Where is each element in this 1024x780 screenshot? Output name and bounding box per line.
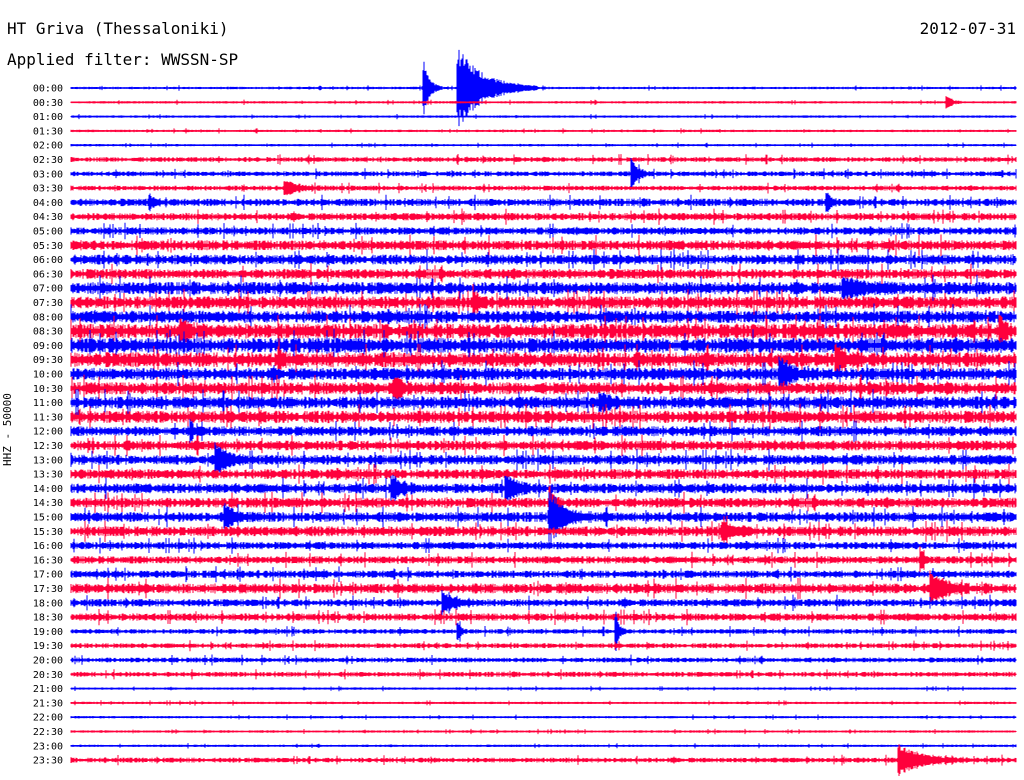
row-label: 08:00: [33, 312, 63, 323]
row-label: 10:00: [33, 370, 63, 381]
row-label: 17:00: [33, 570, 63, 581]
row-label: 07:00: [33, 284, 63, 295]
row-label: 06:00: [33, 255, 63, 266]
row-label: 08:30: [33, 327, 63, 338]
row-label: 07:30: [33, 298, 63, 309]
row-label: 20:30: [33, 670, 63, 681]
row-label: 11:30: [33, 412, 63, 423]
row-label: 16:00: [33, 541, 63, 552]
row-label: 12:30: [33, 441, 63, 452]
row-label: 02:00: [33, 141, 63, 152]
row-label: 13:00: [33, 455, 63, 466]
row-label: 20:00: [33, 656, 63, 667]
row-label: 14:00: [33, 484, 63, 495]
filter-label: Applied filter: WWSSN-SP: [7, 50, 239, 69]
row-label: 15:00: [33, 513, 63, 524]
row-label: 01:30: [33, 126, 63, 137]
row-label: 15:30: [33, 527, 63, 538]
row-label: 03:00: [33, 169, 63, 180]
row-label: 12:00: [33, 427, 63, 438]
row-label: 04:00: [33, 198, 63, 209]
row-label: 17:30: [33, 584, 63, 595]
row-label: 19:00: [33, 627, 63, 638]
row-label: 05:30: [33, 241, 63, 252]
row-label: 02:30: [33, 155, 63, 166]
row-label: 00:30: [33, 98, 63, 109]
row-label: 22:30: [33, 727, 63, 738]
row-label: 16:30: [33, 555, 63, 566]
row-label: 23:00: [33, 741, 63, 752]
row-time-labels: 00:00 00:30 01:00 01:30 02:00 02:30 03:00 03:30…: [33, 84, 63, 767]
row-label: 18:30: [33, 613, 63, 624]
row-label: 18:00: [33, 598, 63, 609]
row-label: 04:30: [33, 212, 63, 223]
row-label: 06:30: [33, 269, 63, 280]
row-label: 23:30: [33, 756, 63, 767]
row-label: 19:30: [33, 641, 63, 652]
station-title: HT Griva (Thessaloniki): [7, 19, 229, 38]
row-label: 22:00: [33, 713, 63, 724]
row-label: 10:30: [33, 384, 63, 395]
row-label: 21:00: [33, 684, 63, 695]
row-label: 09:00: [33, 341, 63, 352]
row-label: 11:00: [33, 398, 63, 409]
row-label: 13:30: [33, 470, 63, 481]
row-label: 00:00: [33, 84, 63, 95]
row-label: 21:30: [33, 698, 63, 709]
date-label: 2012-07-31: [919, 19, 1016, 38]
row-label: 05:00: [33, 227, 63, 238]
row-label: 09:30: [33, 355, 63, 366]
seismic-traces: [70, 49, 1017, 776]
row-label: 01:00: [33, 112, 63, 123]
row-label: 03:30: [33, 184, 63, 195]
row-label: 14:30: [33, 498, 63, 509]
